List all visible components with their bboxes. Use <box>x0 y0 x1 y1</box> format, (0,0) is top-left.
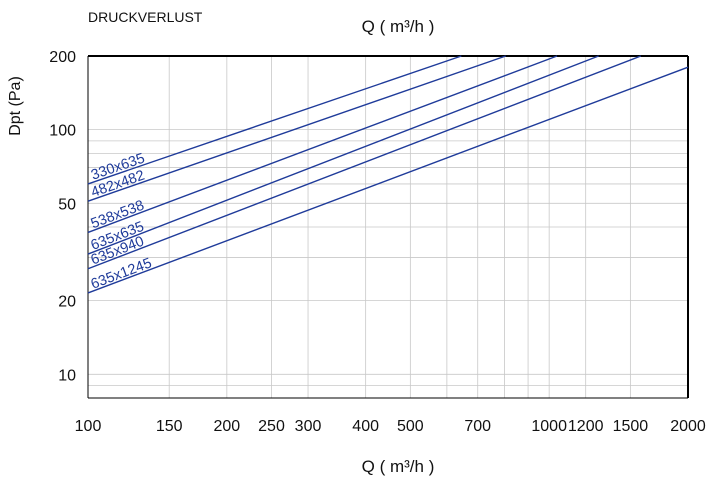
x-tick-label: 1500 <box>613 418 649 435</box>
x-tick-label: 250 <box>258 418 285 435</box>
y-tick-label: 200 <box>49 49 76 66</box>
x-tick-label: 2000 <box>670 418 706 435</box>
grid <box>87 55 689 399</box>
y-tick-label: 10 <box>58 367 76 384</box>
x-tick-label: 200 <box>213 418 240 435</box>
series-line-635x1245 <box>87 66 689 294</box>
series-line-482x482 <box>87 55 506 202</box>
x-tick-label: 150 <box>156 418 183 435</box>
y-tick-label: 50 <box>58 196 76 213</box>
x-axis-label: Q ( m³/h ) <box>362 457 435 476</box>
series-labels: 330x635482x482538x538635x635635x940635x1… <box>89 151 154 293</box>
x-tick-label: 1200 <box>568 418 604 435</box>
x-tick-label: 700 <box>464 418 491 435</box>
x-tick-label: 300 <box>295 418 322 435</box>
y-tick-label: 100 <box>49 123 76 140</box>
axes: 100 150 200 250 300 400 500 700 1000 1200 1500 2000… <box>49 49 706 435</box>
series-lines <box>87 55 689 294</box>
series-line-635x940 <box>87 55 642 270</box>
x-tick-label: 400 <box>352 418 379 435</box>
top-axis-label: Q ( m³/h ) <box>362 17 435 36</box>
x-tick-label: 1000 <box>531 418 567 435</box>
series-line-538x538 <box>87 55 558 234</box>
y-axis-label: Dpt (Pa) <box>7 76 24 136</box>
x-tick-label: 500 <box>397 418 424 435</box>
chart-title: DRUCKVERLUST <box>88 9 203 25</box>
y-tick-label: 20 <box>58 294 76 311</box>
series-line-330x635 <box>87 55 462 185</box>
x-tick-label: 100 <box>75 418 102 435</box>
series-line-635x635 <box>87 55 599 255</box>
